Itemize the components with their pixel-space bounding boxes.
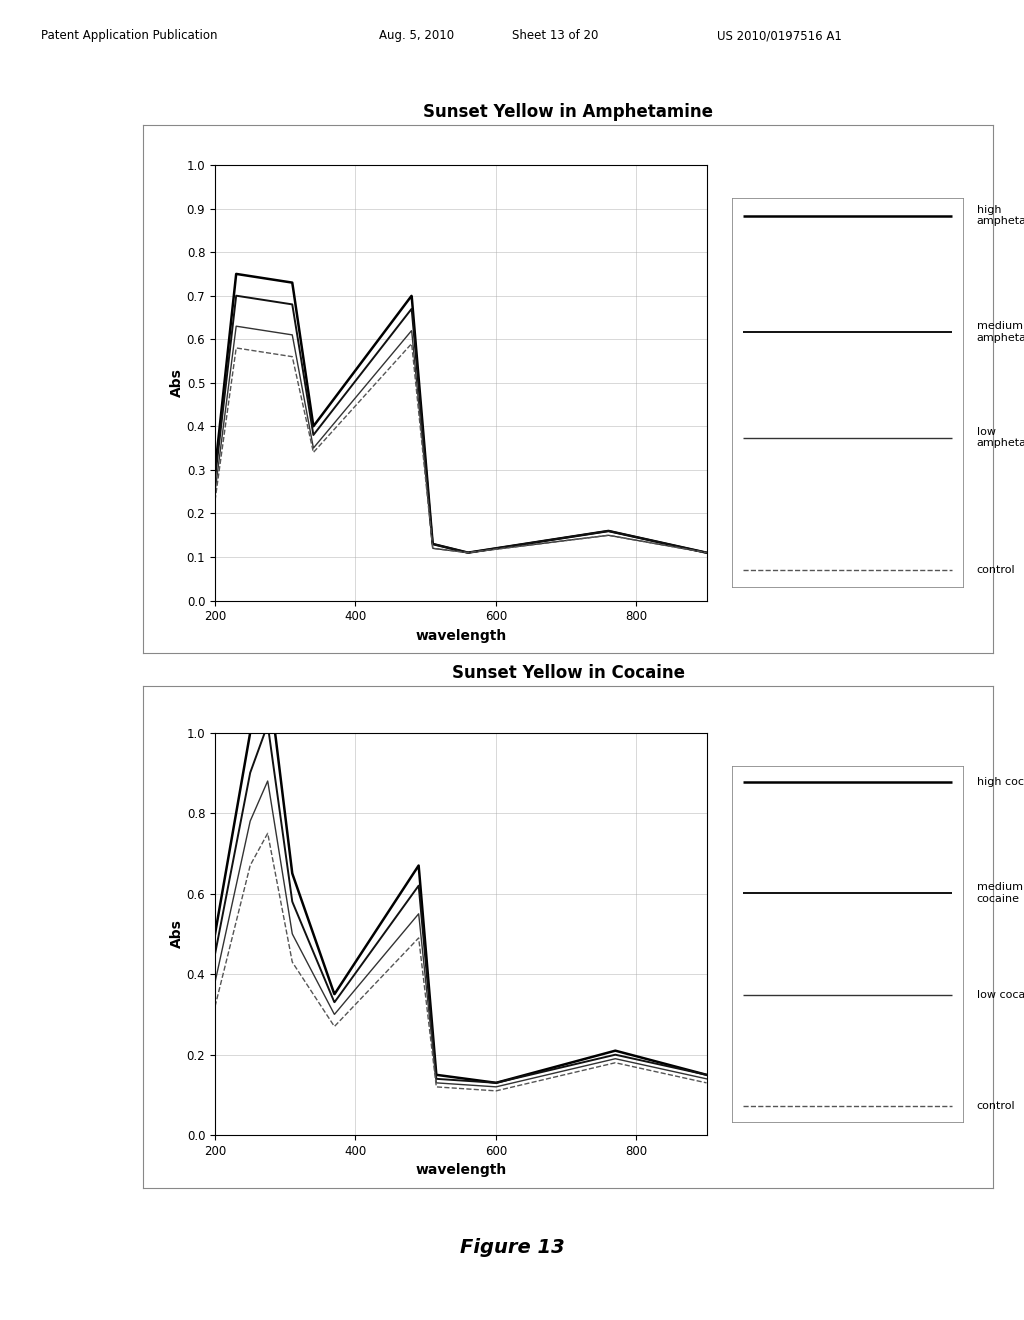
Text: low cocaine: low cocaine xyxy=(977,990,1024,999)
Title: Sunset Yellow in Cocaine: Sunset Yellow in Cocaine xyxy=(452,664,685,682)
Text: Figure 13: Figure 13 xyxy=(460,1238,564,1257)
X-axis label: wavelength: wavelength xyxy=(415,628,507,643)
Text: low
amphetamine: low amphetamine xyxy=(977,426,1024,449)
Y-axis label: Abs: Abs xyxy=(170,368,184,397)
X-axis label: wavelength: wavelength xyxy=(415,1163,507,1177)
Text: US 2010/0197516 A1: US 2010/0197516 A1 xyxy=(717,29,842,42)
Text: control: control xyxy=(977,565,1016,574)
Text: Sheet 13 of 20: Sheet 13 of 20 xyxy=(512,29,598,42)
Text: Patent Application Publication: Patent Application Publication xyxy=(41,29,217,42)
Y-axis label: Abs: Abs xyxy=(170,920,184,948)
Text: control: control xyxy=(977,1101,1016,1111)
Text: Aug. 5, 2010: Aug. 5, 2010 xyxy=(379,29,454,42)
Text: high
amphetamine: high amphetamine xyxy=(977,205,1024,227)
Title: Sunset Yellow in Amphetamine: Sunset Yellow in Amphetamine xyxy=(423,103,714,121)
Text: high cocaine: high cocaine xyxy=(977,776,1024,787)
Text: medium
amphetamine: medium amphetamine xyxy=(977,321,1024,343)
Text: medium
cocaine: medium cocaine xyxy=(977,882,1023,904)
